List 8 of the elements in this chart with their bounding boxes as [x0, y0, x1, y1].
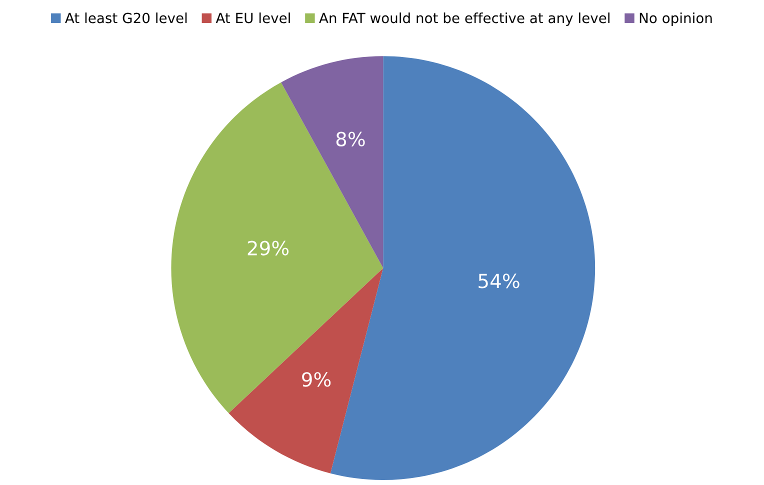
legend-label: An FAT would not be effective at any level [319, 12, 610, 26]
data-label: 8% [336, 132, 365, 146]
legend-label: At least G20 level [65, 12, 187, 24]
data-label: 9% [302, 372, 331, 387]
data-label: 54% [478, 274, 520, 288]
data-label: 29% [248, 240, 289, 256]
legend-label: At EU level [216, 12, 290, 24]
legend-label: No opinion [640, 12, 712, 26]
